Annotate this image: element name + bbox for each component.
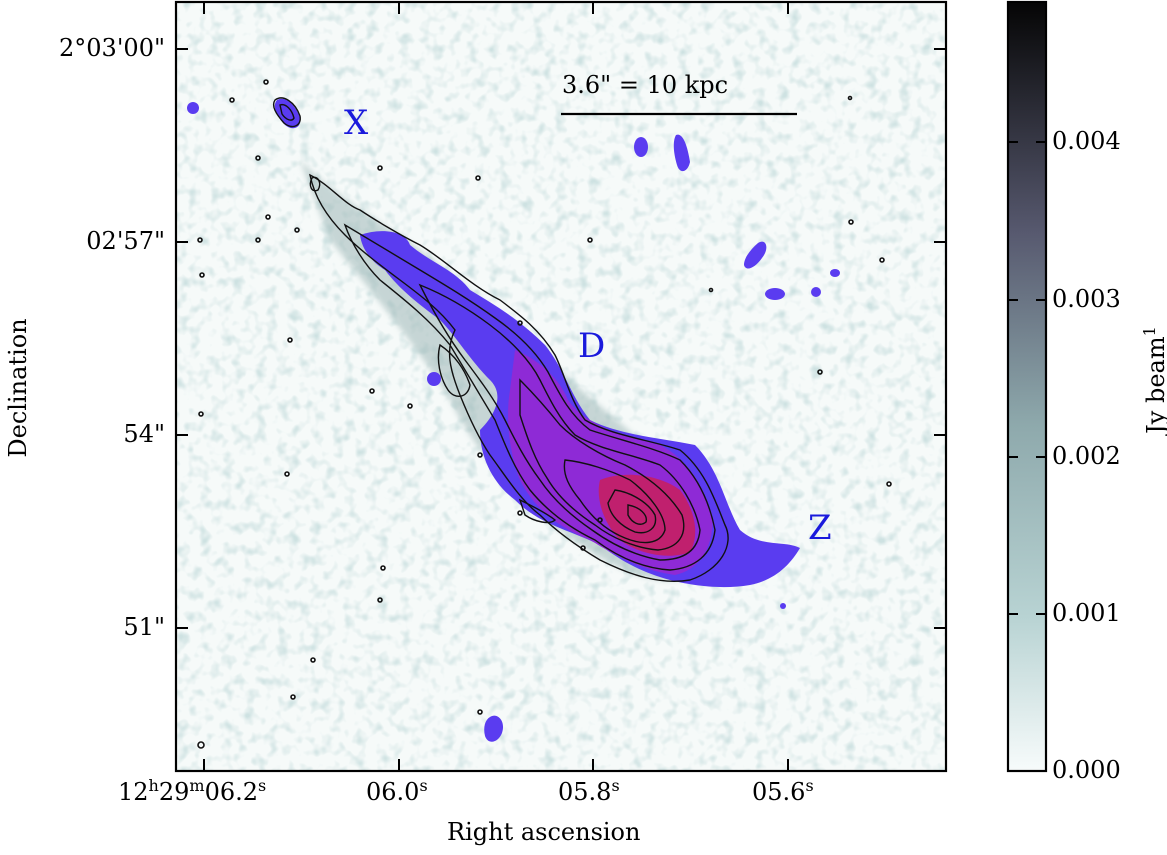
feature-label-x: X [344, 103, 369, 143]
colorbar-tick-label: 0.003 [1052, 285, 1121, 313]
feature-label-z: Z [808, 508, 832, 548]
feature-label-d: D [578, 326, 606, 366]
contour-lines [272, 97, 729, 582]
colorbar [1008, 2, 1046, 771]
x-tick-label-ra-origin: 12h29m06.2s [118, 776, 267, 806]
scale-bar-label: 3.6" = 10 kpc [562, 71, 729, 99]
colorbar-tick-label: 0.002 [1052, 442, 1121, 470]
x-tick-label: 05.8s [558, 776, 620, 806]
y-ticks [176, 48, 946, 629]
x-axis-title: Right ascension [447, 818, 641, 846]
colorbar-tick-label: 0.001 [1052, 599, 1121, 627]
colorbar-tick-label: 0.004 [1052, 127, 1121, 155]
colorbar-ticks [1008, 141, 1046, 615]
colorbar-title: Jy beam1 [1140, 326, 1167, 434]
x-tick-label: 06.0s [366, 776, 428, 806]
y-tick-label: 02'57" [86, 227, 165, 255]
plot-frame [174, 0, 948, 773]
knot-x-fill [274, 98, 301, 129]
noise-contours [197, 79, 892, 749]
y-tick-label: 2°03'00" [59, 34, 165, 62]
core-contour-fill [598, 474, 696, 556]
y-tick-label: 51" [123, 613, 165, 641]
y-tick-label: 54" [123, 420, 165, 448]
jet-emission [187, 79, 892, 749]
x-ticks [203, 2, 789, 771]
x-tick-label: 05.6s [752, 776, 814, 806]
y-axis-title: Declination [4, 318, 32, 458]
colorbar-tick-label: 0.000 [1052, 756, 1121, 784]
